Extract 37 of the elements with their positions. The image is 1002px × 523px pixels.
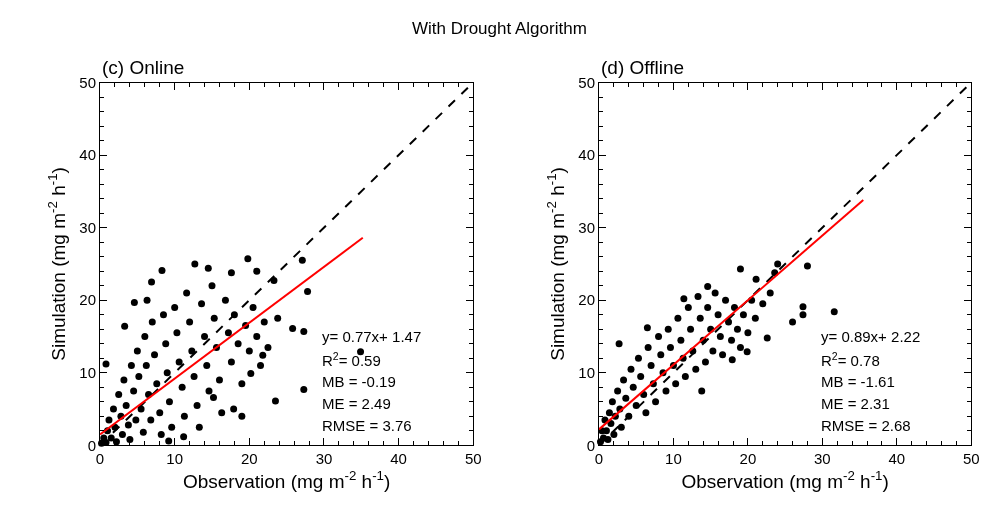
y-tick-label: 50 <box>578 73 595 91</box>
y-tick-label: 0 <box>87 436 97 454</box>
annotation: MB = -0.19 <box>322 373 396 390</box>
y-tick-label: 40 <box>79 146 97 164</box>
x-tick-label: 30 <box>813 450 831 468</box>
text: With Drought Algorithm <box>412 19 587 38</box>
y-tick-label: 40 <box>578 146 595 164</box>
x-tick-label: 30 <box>315 450 333 468</box>
y-tick-label: 30 <box>578 218 595 236</box>
y-tick-label: 20 <box>79 291 97 309</box>
chart-title: (c) Online <box>102 57 185 78</box>
x-tick-label: 50 <box>962 450 980 468</box>
x-axis-title: Observation (mg m$^{-2}$ h$^{-1}$) <box>681 468 889 493</box>
x-tick-label: 20 <box>240 450 258 468</box>
annotation: R$^{2}$= 0.78 <box>821 350 880 370</box>
annotation: RMSE = 3.76 <box>322 417 412 434</box>
x-tick-label: 50 <box>464 450 482 468</box>
x-tick-label: 10 <box>166 450 184 468</box>
x-tick-label: 10 <box>665 450 682 468</box>
annotation: ME = 2.49 <box>322 395 391 412</box>
annotation: MB = -1.61 <box>821 373 895 390</box>
x-tick-label: 40 <box>888 450 906 468</box>
annotation: ME = 2.31 <box>821 395 890 412</box>
annotation: RMSE = 2.68 <box>821 417 911 434</box>
y-tick-label: 20 <box>578 291 595 309</box>
x-tick-label: 20 <box>739 450 757 468</box>
y-tick-label: 50 <box>79 73 97 91</box>
x-tick-label: 40 <box>390 450 407 468</box>
y-tick-label: 30 <box>79 218 97 236</box>
annotation: y= 0.89x+ 2.22 <box>821 328 921 345</box>
y-tick-label: 10 <box>79 364 97 382</box>
y-tick-label: 0 <box>586 436 595 454</box>
x-axis-title: Observation (mg m$^{-2}$ h$^{-1}$) <box>182 468 391 493</box>
y-tick-label: 10 <box>578 364 595 382</box>
annotation: R$^{2}$= 0.59 <box>322 350 381 370</box>
chart-title: (d) Offline <box>601 57 685 78</box>
annotation: y= 0.77x+ 1.47 <box>322 328 422 345</box>
